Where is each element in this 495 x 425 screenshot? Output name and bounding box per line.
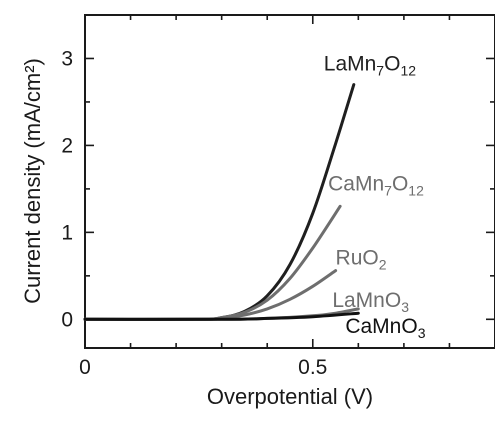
series-label-camno3: CaMnO3 (345, 315, 425, 341)
series-label-lamno3: LaMnO3 (332, 289, 409, 315)
series-line-camn7o12 (83, 204, 342, 321)
series-label-camn7o12: CaMn7O12 (328, 172, 424, 198)
x-tick-label: 0.5 (298, 356, 327, 379)
series-line-ruo2 (83, 269, 338, 321)
series-line-camno3 (83, 311, 360, 321)
plot-frame (84, 14, 495, 349)
y-tick-label: 3 (61, 47, 73, 70)
y-tick-label: 2 (61, 134, 73, 157)
y-tick-label: 1 (61, 221, 73, 244)
y-axis-title: Current density (mA/cm²) (20, 58, 45, 304)
ticks (84, 15, 495, 348)
x-axis-title: Overpotential (V) (207, 384, 373, 409)
series-label-ruo2: RuO2 (336, 247, 387, 273)
plot-area (84, 14, 495, 349)
series-lines (83, 83, 360, 321)
y-tick-label: 0 (61, 308, 73, 331)
series-label-lamn7o12: LaMn7O12 (324, 53, 416, 79)
tick-labels: 0 0.5 0 1 2 3 (61, 47, 327, 379)
x-tick-label: 0 (79, 356, 91, 379)
